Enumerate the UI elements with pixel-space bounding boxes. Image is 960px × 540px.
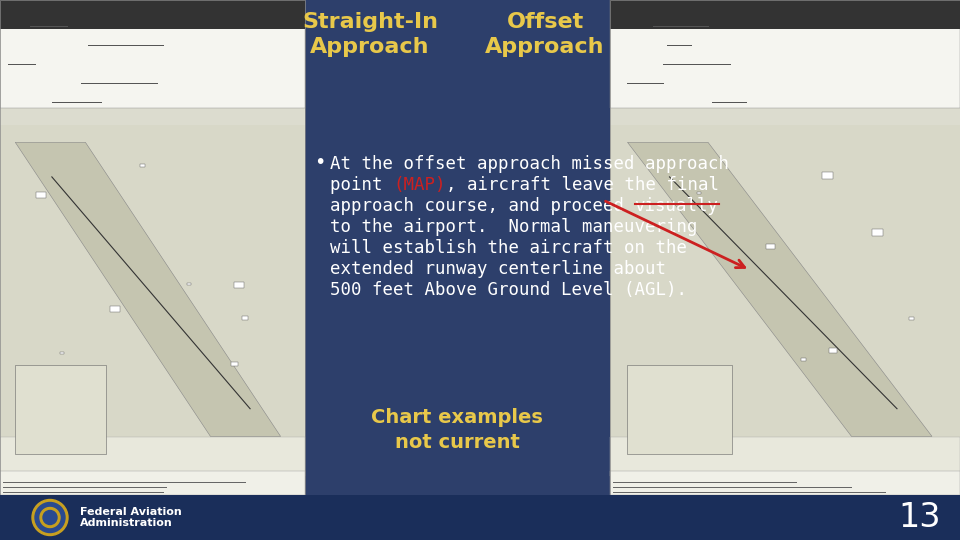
Bar [0, 125, 305, 471]
Bar [3, 492, 164, 493]
Bar [0, 495, 960, 540]
Bar [653, 25, 709, 27]
Text: (MAP): (MAP) [393, 176, 445, 194]
Text: approach course, and proceed: approach course, and proceed [330, 197, 635, 215]
Bar [610, 0, 960, 29]
Bar [801, 358, 806, 361]
Bar [697, 192, 701, 194]
Text: At the offset approach missed approach: At the offset approach missed approach [330, 155, 729, 173]
Bar [822, 172, 833, 179]
Bar [8, 64, 36, 65]
Bar [231, 362, 238, 366]
Bar [88, 44, 164, 46]
Circle shape [32, 500, 68, 536]
Bar [613, 492, 886, 493]
Polygon shape [628, 143, 932, 436]
Bar [909, 317, 914, 320]
Text: , aircraft leave the final: , aircraft leave the final [445, 176, 718, 194]
Bar [234, 282, 244, 288]
Bar [610, 0, 960, 495]
Bar [712, 102, 747, 103]
Bar [52, 102, 102, 103]
Text: •: • [314, 153, 325, 172]
Text: Federal Aviation
Administration: Federal Aviation Administration [80, 507, 181, 528]
Bar [110, 306, 120, 312]
Bar [766, 244, 775, 249]
Polygon shape [15, 143, 280, 436]
Bar [140, 164, 145, 167]
Circle shape [35, 503, 65, 532]
Bar [242, 316, 248, 320]
Text: to the airport.  Normal maneuvering: to the airport. Normal maneuvering [330, 218, 698, 236]
Bar [663, 64, 731, 65]
Circle shape [40, 508, 60, 528]
Bar [717, 390, 726, 396]
Bar [60, 352, 64, 354]
Bar [610, 0, 960, 495]
Bar [81, 83, 158, 84]
Circle shape [43, 510, 57, 524]
Bar [610, 0, 960, 108]
Bar [0, 0, 305, 495]
Bar [829, 348, 837, 353]
Bar [610, 125, 960, 471]
Text: Chart examples
not current: Chart examples not current [372, 408, 543, 452]
Bar [187, 282, 191, 285]
Bar [0, 0, 305, 495]
Bar [0, 471, 305, 495]
Bar [610, 437, 960, 476]
Bar [610, 471, 960, 495]
Text: Straight-In
Approach: Straight-In Approach [302, 12, 438, 57]
Text: 13: 13 [899, 501, 941, 534]
Bar [3, 482, 246, 483]
Bar [0, 0, 305, 29]
Text: extended runway centerline about: extended runway centerline about [330, 260, 666, 278]
Bar [667, 44, 692, 46]
Text: 500 feet Above Ground Level (AGL).: 500 feet Above Ground Level (AGL). [330, 281, 687, 299]
Text: point: point [330, 176, 393, 194]
Bar [613, 487, 852, 488]
Bar [30, 25, 68, 27]
Bar [36, 192, 46, 198]
Text: will establish the aircraft on the: will establish the aircraft on the [330, 239, 687, 257]
Bar [627, 365, 732, 454]
Text: visually: visually [635, 197, 718, 215]
Bar [627, 83, 664, 84]
Bar [3, 487, 167, 488]
Bar [872, 230, 883, 236]
Text: Offset
Approach: Offset Approach [485, 12, 605, 57]
Bar [0, 0, 305, 108]
Bar [0, 437, 305, 476]
Bar [613, 482, 797, 483]
Bar [15, 365, 106, 454]
